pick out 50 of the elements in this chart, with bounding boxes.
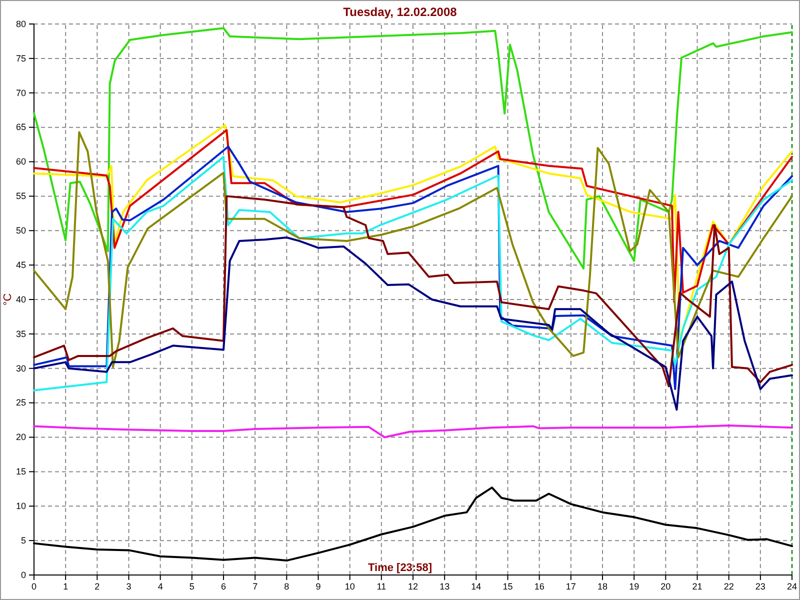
y-tick-label: 10 (16, 501, 26, 512)
y-tick-label: 65 (16, 122, 26, 132)
x-tick-label: 17 (566, 581, 576, 592)
y-tick-label: 0 (20, 570, 26, 580)
y-tick-label: 70 (16, 88, 26, 98)
x-tick-label: 2 (94, 581, 100, 592)
x-tick-label: 11 (376, 581, 386, 592)
line-series (33, 27, 793, 270)
x-tick-label: 8 (284, 581, 290, 592)
x-tick-label: 0 (31, 581, 37, 592)
x-axis-title: Time [23:58] (368, 562, 432, 574)
y-tick-label: 30 (16, 363, 26, 374)
y-tick-label: 20 (16, 432, 26, 442)
x-tick-label: 18 (597, 581, 608, 592)
line-series (33, 424, 793, 438)
y-tick-label: 45 (16, 260, 26, 270)
x-tick-label: 21 (692, 581, 702, 592)
x-tick-label: 12 (408, 581, 418, 592)
x-tick-label: 10 (344, 581, 355, 592)
x-tick-label: 16 (534, 581, 544, 592)
y-tick-label: 5 (20, 535, 26, 546)
y-tick-label: 75 (16, 53, 26, 64)
y-tick-label: 35 (16, 328, 26, 339)
x-tick-label: 3 (126, 581, 132, 592)
y-tick-label: 50 (16, 226, 26, 236)
x-tick-label: 19 (629, 581, 640, 592)
x-tick-label: 13 (440, 581, 450, 592)
x-tick-label: 23 (755, 581, 766, 592)
y-tick-label: 80 (16, 18, 26, 29)
x-tick-label: 14 (471, 581, 482, 592)
x-tick-label: 22 (724, 581, 734, 592)
x-tick-label: 24 (786, 581, 798, 592)
x-tick-label: 15 (502, 581, 513, 592)
x-tick-label: 1 (63, 581, 68, 592)
chart-title: Tuesday, 12.02.2008 (343, 5, 458, 19)
y-axis-title: °C (2, 293, 14, 306)
x-tick-label: 5 (189, 581, 194, 592)
line-series (33, 195, 793, 388)
x-tick-label: 7 (252, 581, 258, 592)
y-tick-label: 25 (16, 398, 26, 408)
y-tick-label: 15 (16, 466, 26, 477)
y-tick-label: 40 (16, 294, 26, 304)
x-tick-label: 4 (158, 581, 163, 592)
x-tick-label: 20 (660, 581, 671, 592)
line-series (33, 236, 793, 411)
y-tick-label: 55 (16, 191, 26, 202)
line-series (33, 129, 793, 304)
x-tick-label: 9 (316, 581, 321, 592)
y-tick-label: 60 (16, 156, 26, 167)
x-tick-label: 6 (220, 581, 226, 592)
